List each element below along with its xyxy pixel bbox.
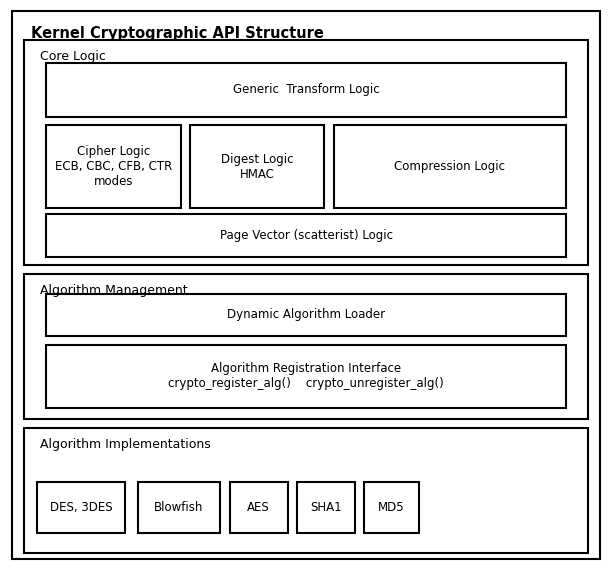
Text: Generic  Transform Logic: Generic Transform Logic — [233, 83, 379, 96]
FancyBboxPatch shape — [24, 40, 588, 265]
Text: Compression Logic: Compression Logic — [394, 160, 506, 173]
FancyBboxPatch shape — [24, 428, 588, 553]
FancyBboxPatch shape — [364, 482, 419, 533]
Text: Algorithm Management: Algorithm Management — [40, 284, 187, 297]
Text: Digest Logic
HMAC: Digest Logic HMAC — [221, 153, 293, 181]
FancyBboxPatch shape — [12, 11, 600, 559]
FancyBboxPatch shape — [138, 482, 220, 533]
Text: Page Vector (scatterist) Logic: Page Vector (scatterist) Logic — [220, 229, 392, 242]
Text: AES: AES — [247, 501, 270, 514]
Text: Kernel Cryptographic API Structure: Kernel Cryptographic API Structure — [31, 26, 324, 40]
Text: DES, 3DES: DES, 3DES — [50, 501, 113, 514]
FancyBboxPatch shape — [46, 294, 566, 336]
FancyBboxPatch shape — [46, 125, 181, 208]
Text: Core Logic: Core Logic — [40, 50, 106, 63]
FancyBboxPatch shape — [334, 125, 566, 208]
Text: MD5: MD5 — [378, 501, 405, 514]
FancyBboxPatch shape — [24, 274, 588, 419]
FancyBboxPatch shape — [46, 345, 566, 408]
Text: Dynamic Algorithm Loader: Dynamic Algorithm Loader — [227, 308, 385, 321]
Text: Algorithm Implementations: Algorithm Implementations — [40, 438, 211, 451]
FancyBboxPatch shape — [190, 125, 324, 208]
Text: SHA1: SHA1 — [310, 501, 341, 514]
Text: Algorithm Registration Interface
crypto_register_alg()    crypto_unregister_alg(: Algorithm Registration Interface crypto_… — [168, 362, 444, 390]
FancyBboxPatch shape — [230, 482, 288, 533]
FancyBboxPatch shape — [46, 63, 566, 117]
FancyBboxPatch shape — [46, 214, 566, 256]
FancyBboxPatch shape — [297, 482, 355, 533]
FancyBboxPatch shape — [37, 482, 125, 533]
Text: Blowfish: Blowfish — [154, 501, 204, 514]
Text: Cipher Logic
ECB, CBC, CFB, CTR
modes: Cipher Logic ECB, CBC, CFB, CTR modes — [54, 145, 172, 188]
